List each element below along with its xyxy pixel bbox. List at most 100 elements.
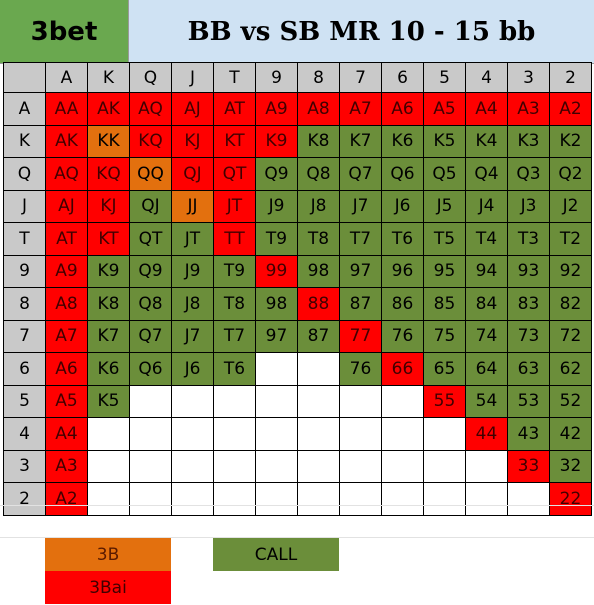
hand-cell: 32 — [549, 449, 592, 483]
hand-cell: K6 — [87, 352, 130, 386]
row-header: T — [3, 222, 46, 256]
hand-cell — [297, 482, 340, 516]
hand-cell: K2 — [549, 124, 592, 158]
hand-cell: J8 — [171, 287, 214, 321]
hand-cell: Q5 — [423, 157, 466, 191]
hand-cell — [381, 482, 424, 516]
row-header: K — [3, 124, 46, 158]
hand-cell — [339, 449, 382, 483]
hand-cell: 53 — [507, 384, 550, 418]
hand-cell — [297, 417, 340, 451]
hand-cell: 22 — [549, 482, 592, 516]
scenario-title: BB vs SB MR 10 - 15 bb — [129, 0, 594, 64]
column-header: 3 — [507, 62, 550, 93]
hand-cell: AT — [213, 92, 256, 126]
grid-row: 9 A9 K9 Q9 J9 T9 99 98 97 96 95 94 93 92 — [3, 254, 592, 288]
hand-cell — [171, 449, 214, 483]
hand-cell: J7 — [171, 319, 214, 353]
hand-cell: JJ — [171, 189, 214, 223]
hand-cell — [87, 417, 130, 451]
hand-cell: T3 — [507, 222, 550, 256]
hand-cell: A6 — [381, 92, 424, 126]
hand-cell: 54 — [465, 384, 508, 418]
hand-cell: 44 — [465, 417, 508, 451]
column-header: A — [45, 62, 88, 93]
hand-cell: KQ — [129, 124, 172, 158]
hand-cell: J6 — [171, 352, 214, 386]
hand-cell — [171, 482, 214, 516]
hand-cell: 98 — [297, 254, 340, 288]
hand-cell: QJ — [171, 157, 214, 191]
hand-cell: J6 — [381, 189, 424, 223]
hand-cell: KJ — [87, 189, 130, 223]
hand-cell: A4 — [465, 92, 508, 126]
row-header: 7 — [3, 319, 46, 353]
hand-cell — [423, 482, 466, 516]
hand-cell — [87, 449, 130, 483]
hand-cell: K8 — [87, 287, 130, 321]
hand-cell: 75 — [423, 319, 466, 353]
hand-cell — [213, 417, 256, 451]
hand-cell: TT — [213, 222, 256, 256]
hand-cell: A7 — [339, 92, 382, 126]
hand-cell: T6 — [381, 222, 424, 256]
hand-cell: 87 — [339, 287, 382, 321]
hand-cell: QJ — [129, 189, 172, 223]
hand-cell: AA — [45, 92, 88, 126]
row-header: 8 — [3, 287, 46, 321]
grid-row: A AA AK AQ AJ AT A9 A8 A7 A6 A5 A4 A3 A2 — [3, 92, 592, 126]
hand-cell: 42 — [549, 417, 592, 451]
hand-cell: A5 — [423, 92, 466, 126]
hand-cell — [171, 384, 214, 418]
grid-row: 3 A3 33 32 — [3, 449, 592, 483]
hand-cell: 97 — [339, 254, 382, 288]
hand-cell: KQ — [87, 157, 130, 191]
hand-cell: 62 — [549, 352, 592, 386]
hand-cell: T7 — [213, 319, 256, 353]
hand-cell — [297, 352, 340, 386]
hand-cell: A8 — [297, 92, 340, 126]
hand-cell: K7 — [87, 319, 130, 353]
grid-corner — [3, 62, 46, 93]
grid-row: 2 A2 22 — [3, 482, 592, 516]
hand-cell — [381, 384, 424, 418]
hand-cell: A9 — [255, 92, 298, 126]
hand-cell: Q3 — [507, 157, 550, 191]
hand-cell — [423, 417, 466, 451]
hand-cell: Q6 — [129, 352, 172, 386]
hand-cell: A9 — [45, 254, 88, 288]
hand-cell: J7 — [339, 189, 382, 223]
hand-cell: J4 — [465, 189, 508, 223]
hand-cell: 86 — [381, 287, 424, 321]
legend-empty — [213, 571, 339, 604]
hand-cell: K8 — [297, 124, 340, 158]
hand-cell: K7 — [339, 124, 382, 158]
hand-cell — [129, 384, 172, 418]
hand-cell: KT — [213, 124, 256, 158]
column-header: K — [87, 62, 130, 93]
grid-row: 7 A7 K7 Q7 J7 T7 97 87 77 76 75 74 73 72 — [3, 319, 592, 353]
grid-row: 5 A5 K5 55 54 53 52 — [3, 384, 592, 418]
grid-row: 6 A6 K6 Q6 J6 T6 76 66 65 64 63 62 — [3, 352, 592, 386]
legend-3bai: 3Bai — [45, 571, 171, 604]
range-title: 3bet — [0, 0, 129, 64]
hand-cell — [213, 482, 256, 516]
hand-cell: 84 — [465, 287, 508, 321]
hand-cell: K5 — [423, 124, 466, 158]
hand-cell — [297, 449, 340, 483]
hand-cell: J2 — [549, 189, 592, 223]
hand-cell: 77 — [339, 319, 382, 353]
hand-cell: T4 — [465, 222, 508, 256]
hand-cell: KT — [87, 222, 130, 256]
hand-cell — [465, 449, 508, 483]
hand-cell: T9 — [213, 254, 256, 288]
hand-cell: 94 — [465, 254, 508, 288]
grid-row: T AT KT QT JT TT T9 T8 T7 T6 T5 T4 T3 T2 — [3, 222, 592, 256]
hand-cell: AJ — [45, 189, 88, 223]
hand-cell — [87, 482, 130, 516]
hand-cell: 73 — [507, 319, 550, 353]
hand-cell: A5 — [45, 384, 88, 418]
hand-cell: K5 — [87, 384, 130, 418]
hand-cell: 87 — [297, 319, 340, 353]
hand-cell: 66 — [381, 352, 424, 386]
